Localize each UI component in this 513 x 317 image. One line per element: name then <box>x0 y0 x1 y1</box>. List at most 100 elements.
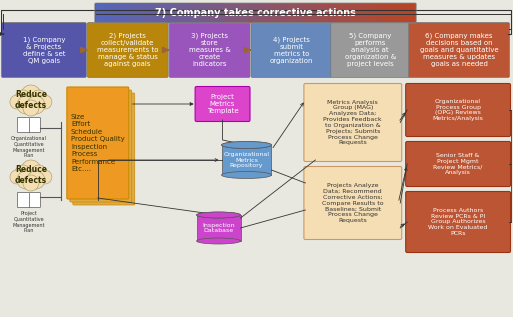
FancyBboxPatch shape <box>144 4 152 22</box>
Text: 1) Company
& Projects
define & set
QM goals: 1) Company & Projects define & set QM go… <box>23 36 65 64</box>
FancyBboxPatch shape <box>112 4 120 22</box>
Polygon shape <box>196 215 241 241</box>
FancyBboxPatch shape <box>224 4 232 22</box>
FancyBboxPatch shape <box>327 4 336 22</box>
Text: Process Authors
Review PCRs & PI
Group Authorizes
Work on Evaluated
PCRs: Process Authors Review PCRs & PI Group A… <box>428 208 488 236</box>
FancyBboxPatch shape <box>160 4 168 22</box>
FancyBboxPatch shape <box>223 3 416 23</box>
FancyBboxPatch shape <box>87 23 168 77</box>
FancyBboxPatch shape <box>409 23 509 77</box>
FancyBboxPatch shape <box>104 4 112 22</box>
FancyBboxPatch shape <box>311 4 320 22</box>
FancyBboxPatch shape <box>168 4 176 22</box>
Circle shape <box>31 165 47 181</box>
FancyBboxPatch shape <box>73 93 135 205</box>
Circle shape <box>10 95 24 109</box>
FancyBboxPatch shape <box>264 4 272 22</box>
Circle shape <box>23 100 39 116</box>
FancyBboxPatch shape <box>169 23 250 77</box>
FancyBboxPatch shape <box>195 87 250 121</box>
FancyBboxPatch shape <box>303 4 312 22</box>
FancyBboxPatch shape <box>351 4 360 22</box>
FancyBboxPatch shape <box>399 4 408 22</box>
FancyBboxPatch shape <box>120 4 128 22</box>
FancyBboxPatch shape <box>192 4 200 22</box>
FancyBboxPatch shape <box>406 83 510 137</box>
FancyBboxPatch shape <box>391 4 400 22</box>
FancyBboxPatch shape <box>383 4 392 22</box>
Text: 7) Company takes corrective actions: 7) Company takes corrective actions <box>155 8 356 18</box>
FancyBboxPatch shape <box>231 4 240 22</box>
Text: 3) Projects
store
measures &
create
indicators: 3) Projects store measures & create indi… <box>189 33 230 67</box>
Ellipse shape <box>196 212 241 218</box>
FancyBboxPatch shape <box>304 166 402 240</box>
Circle shape <box>31 90 47 106</box>
Text: Inspection
Database: Inspection Database <box>202 223 235 233</box>
Circle shape <box>17 96 35 114</box>
Circle shape <box>15 165 31 181</box>
FancyBboxPatch shape <box>320 4 328 22</box>
FancyBboxPatch shape <box>367 4 376 22</box>
FancyBboxPatch shape <box>407 4 416 22</box>
Circle shape <box>23 175 39 191</box>
Text: Senior Staff &
Project Mgmt
Review Metrics/
Analysis: Senior Staff & Project Mgmt Review Metri… <box>433 153 483 175</box>
FancyBboxPatch shape <box>247 4 256 22</box>
Text: 5) Company
performs
analysis at
organization &
project levels: 5) Company performs analysis at organiza… <box>345 33 396 67</box>
FancyBboxPatch shape <box>251 23 332 77</box>
Text: Organizational
Process Group
(OPG) Reviews
Metrics/Analysis: Organizational Process Group (OPG) Revie… <box>432 99 484 121</box>
FancyBboxPatch shape <box>331 23 410 77</box>
Ellipse shape <box>222 141 271 148</box>
FancyBboxPatch shape <box>287 4 296 22</box>
Text: Project
Metrics
Template: Project Metrics Template <box>207 94 239 114</box>
Circle shape <box>27 171 45 189</box>
Text: Organizational
Quantitative
Management
Plan: Organizational Quantitative Management P… <box>11 136 47 158</box>
FancyBboxPatch shape <box>240 4 248 22</box>
FancyBboxPatch shape <box>95 3 288 23</box>
FancyBboxPatch shape <box>200 4 208 22</box>
Text: Projects Analyze
Data; Recommend
Corrective Actions;
Compare Results to
Baseline: Projects Analyze Data; Recommend Correct… <box>322 183 384 223</box>
Text: Size
Effort
Schedule
Product Quality
Inspection
Process
Performance
Etc....: Size Effort Schedule Product Quality Ins… <box>71 114 125 172</box>
FancyBboxPatch shape <box>136 4 144 22</box>
Circle shape <box>38 170 52 184</box>
FancyBboxPatch shape <box>17 118 41 133</box>
FancyBboxPatch shape <box>271 4 280 22</box>
FancyBboxPatch shape <box>359 4 368 22</box>
FancyBboxPatch shape <box>70 90 132 202</box>
FancyBboxPatch shape <box>175 4 184 22</box>
Circle shape <box>38 95 52 109</box>
FancyBboxPatch shape <box>17 192 41 208</box>
Ellipse shape <box>222 171 271 178</box>
FancyBboxPatch shape <box>128 4 136 22</box>
Text: 6) Company makes
decisions based on
goals and quantitative
measures & updates
go: 6) Company makes decisions based on goal… <box>420 33 499 67</box>
FancyBboxPatch shape <box>280 4 288 22</box>
FancyBboxPatch shape <box>406 141 510 186</box>
Text: Reduce
defects: Reduce defects <box>15 90 47 110</box>
FancyBboxPatch shape <box>2 23 86 77</box>
FancyBboxPatch shape <box>184 4 192 22</box>
Circle shape <box>15 90 31 106</box>
Ellipse shape <box>196 212 241 218</box>
Text: Reduce
defects: Reduce defects <box>15 165 47 185</box>
Circle shape <box>21 85 41 105</box>
FancyBboxPatch shape <box>343 4 352 22</box>
Ellipse shape <box>196 238 241 244</box>
FancyBboxPatch shape <box>336 4 344 22</box>
Circle shape <box>21 160 41 180</box>
FancyBboxPatch shape <box>152 4 160 22</box>
Polygon shape <box>222 145 271 175</box>
FancyBboxPatch shape <box>255 4 264 22</box>
Circle shape <box>17 171 35 189</box>
FancyBboxPatch shape <box>406 191 510 253</box>
FancyBboxPatch shape <box>376 4 384 22</box>
Text: Project
Quantitative
Management
Plan: Project Quantitative Management Plan <box>13 211 45 233</box>
Text: Organizational
Metrics
Repository: Organizational Metrics Repository <box>224 152 269 168</box>
Text: 4) Projects
submit
metrics to
organization: 4) Projects submit metrics to organizati… <box>270 36 313 64</box>
FancyBboxPatch shape <box>96 4 104 22</box>
FancyBboxPatch shape <box>67 87 129 199</box>
Text: 2) Projects
collect/validate
measurements to
manage & status
against goals: 2) Projects collect/validate measurement… <box>97 33 159 67</box>
FancyBboxPatch shape <box>295 4 304 22</box>
FancyBboxPatch shape <box>304 83 402 161</box>
Text: Metrics Analysis
Group (MAG)
Analyzes Data;
Provides Feedback
to Organization &
: Metrics Analysis Group (MAG) Analyzes Da… <box>324 100 382 145</box>
Circle shape <box>27 96 45 114</box>
Ellipse shape <box>222 141 271 148</box>
